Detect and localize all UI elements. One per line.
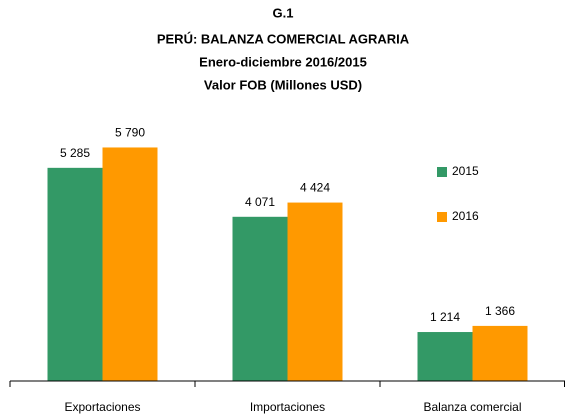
bar xyxy=(232,216,288,381)
x-tick-label: Balanza comercial xyxy=(423,400,521,414)
value-label: 5 790 xyxy=(115,126,145,140)
bar xyxy=(417,332,473,381)
legend-label: 2016 xyxy=(452,209,479,223)
bar xyxy=(472,325,528,381)
chart-subtitle: Enero-diciembre 2016/2015 xyxy=(199,54,367,69)
bar xyxy=(287,202,343,381)
value-label: 5 285 xyxy=(60,146,90,160)
value-label: 1 366 xyxy=(485,304,515,318)
value-label: 4 424 xyxy=(300,181,330,195)
legend-swatch xyxy=(437,167,447,177)
bar xyxy=(47,167,103,381)
legend-swatch xyxy=(437,212,447,222)
bar xyxy=(102,147,158,381)
chart-title: G.1 xyxy=(273,5,294,20)
value-label: 1 214 xyxy=(430,310,460,324)
value-label: 4 071 xyxy=(245,195,275,209)
chart-subtitle: Valor FOB (Millones USD) xyxy=(204,77,362,92)
chart-subtitle: PERÚ: BALANZA COMERCIAL AGRARIA xyxy=(157,31,410,46)
x-tick-label: Exportaciones xyxy=(64,400,140,414)
x-tick-label: Importaciones xyxy=(250,400,325,414)
legend-label: 2015 xyxy=(452,164,479,178)
